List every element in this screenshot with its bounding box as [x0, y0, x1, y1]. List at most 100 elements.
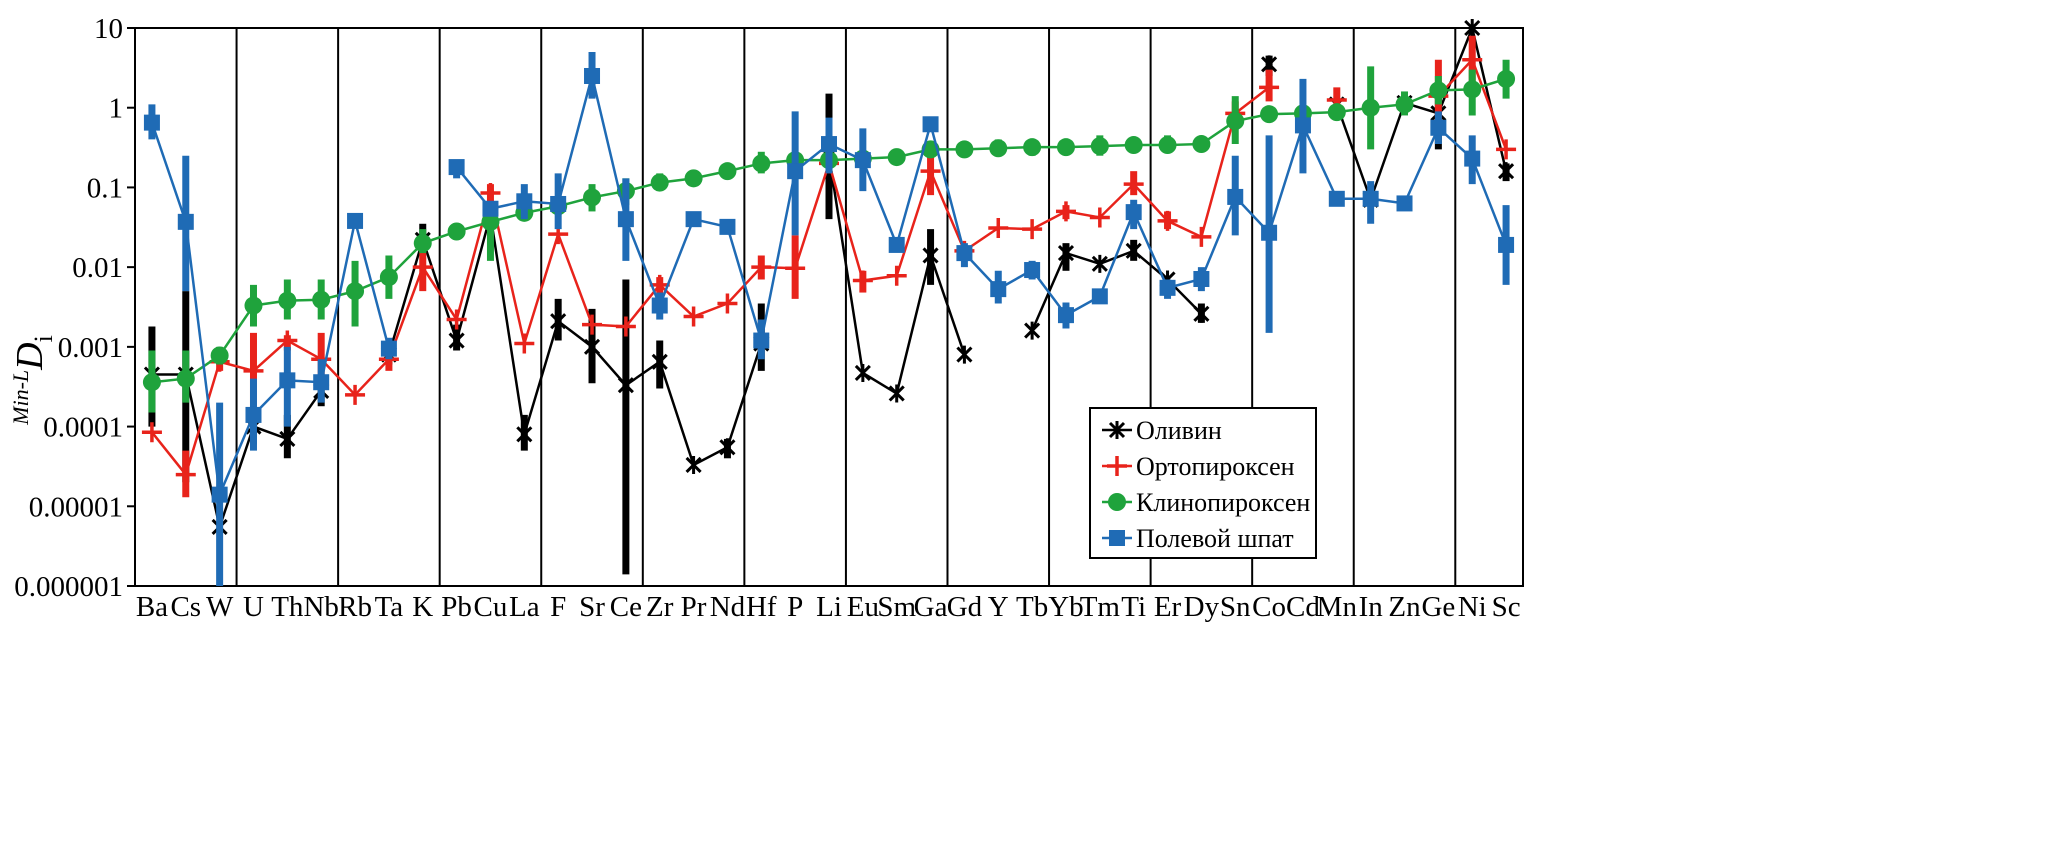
orthopyroxene-point-Tm	[1089, 207, 1110, 228]
orthopyroxene-point-Pb	[446, 309, 467, 330]
clinopyroxene-point-Y	[989, 139, 1008, 158]
clinopyroxene-point-In	[1361, 98, 1380, 117]
feldspar-point-Cs	[177, 213, 194, 230]
feldspar-point-Cu	[482, 200, 499, 217]
y-tick-label-3: 0.001	[58, 332, 123, 364]
feldspar-point-Eu	[854, 152, 871, 169]
olivine-point-Dy	[1193, 304, 1210, 323]
feldspar-point-Sc	[1498, 236, 1515, 253]
orthopyroxene-point-P	[785, 258, 806, 279]
x-tick-label-Ce: Ce	[610, 591, 642, 623]
x-tick-label-Ge: Ge	[1421, 591, 1455, 623]
x-tick-label-Sn: Sn	[1220, 591, 1251, 623]
feldspar-point-Th	[279, 372, 296, 389]
x-tick-label-Sm: Sm	[877, 591, 916, 623]
legend-entry-olivine: Оливин	[1102, 416, 1222, 445]
olivine-line-segment-5	[1335, 23, 1508, 204]
feldspar-point-Ta	[380, 340, 397, 357]
olivine-point-Yb	[1057, 244, 1075, 263]
legend-entry-clinopyroxene: Клинопироксен	[1102, 488, 1310, 517]
orthopyroxene-point-Eu	[852, 270, 873, 291]
feldspar-point-La	[516, 193, 533, 210]
feldspar-point-Yb	[1057, 307, 1074, 324]
y-axis-title-main: D	[9, 342, 51, 370]
y-tick-label-5: 0.1	[87, 172, 123, 204]
clinopyroxene-point-Zn	[1395, 95, 1414, 114]
olivine-point-Sc	[1498, 162, 1515, 181]
feldspar-point-Y	[990, 281, 1007, 298]
x-tick-label-Tb: Tb	[1016, 591, 1048, 623]
clinopyroxene-point-Mn	[1327, 103, 1346, 122]
orthopyroxene-point-Dy	[1191, 226, 1212, 247]
olivine-point-Ni	[1464, 19, 1481, 37]
feldspar-point-Sm	[888, 236, 905, 253]
feldspar-point-Sn	[1227, 188, 1244, 205]
olivine-point-Gd	[956, 345, 973, 364]
clinopyroxene-point-Nb	[312, 290, 331, 309]
x-tick-label-Cu: Cu	[474, 591, 508, 623]
legend: Оливин Ортопироксен Клинопироксен Полевой ш…	[1089, 407, 1317, 559]
clinopyroxene-point-Ni	[1463, 80, 1482, 99]
feldspar-point-Ga	[922, 116, 939, 133]
clinopyroxene-point-Yb	[1056, 138, 1075, 157]
x-tick-label-Zr: Zr	[646, 591, 674, 623]
x-tick-label-Ga: Ga	[914, 591, 948, 623]
olivine-point-Zr	[651, 352, 668, 371]
orthopyroxene-point-Hf	[751, 257, 772, 278]
x-tick-label-Hf: Hf	[746, 591, 777, 623]
clinopyroxene-point-Hf	[752, 154, 771, 173]
feldspar-point-W	[211, 486, 228, 503]
x-ticks: Ba Cs W U Th Nb Rb Ta K Pb Cu La F Sr Ce Zr Pr Nd Hf P Li EuS…	[136, 591, 1521, 623]
feldspar-point-U	[245, 406, 262, 423]
clinopyroxene-point-Co	[1260, 105, 1279, 124]
plot-frame	[134, 27, 1524, 587]
feldspar-point-Mn	[1328, 190, 1345, 207]
clinopyroxene-point-Pr	[684, 169, 703, 188]
x-tick-label-Dy: Dy	[1184, 591, 1220, 623]
clinopyroxene-point-Zr	[650, 173, 669, 192]
orthopyroxene-point-Cu	[480, 183, 501, 204]
clinopyroxene-point-Cs	[176, 369, 195, 388]
x-tick-label-Eu: Eu	[847, 591, 879, 623]
x-tick-label-K: K	[412, 591, 433, 623]
orthopyroxene-point-Sr	[582, 314, 603, 335]
feldspar-point-Ni	[1464, 150, 1481, 167]
legend-marker-feldspar	[1109, 530, 1125, 546]
y-tick-label-1: 0.00001	[29, 491, 123, 523]
orthopyroxene-point-Nd	[717, 293, 738, 314]
orthopyroxene-point-Ti	[1123, 174, 1144, 195]
y-tick-label-6: 1	[109, 93, 124, 125]
clinopyroxene-point-Ti	[1124, 136, 1143, 155]
feldspar-point-Nd	[719, 218, 736, 235]
legend-label-olivine: Оливин	[1136, 416, 1222, 445]
feldspar-point-Ge	[1430, 119, 1447, 136]
clinopyroxene-point-W	[210, 346, 229, 365]
legend-entry-feldspar: Полевой шпат	[1102, 524, 1294, 553]
y-axis-title-subscript: i	[29, 335, 58, 342]
x-tick-label-Pb: Pb	[441, 591, 472, 623]
x-tick-label-W: W	[206, 591, 234, 623]
x-tick-label-Zn: Zn	[1388, 591, 1421, 623]
orthopyroxene-point-Co	[1259, 77, 1280, 98]
orthopyroxene-point-Pr	[683, 306, 704, 327]
olivine-line-segment-3	[1030, 249, 1203, 332]
feldspar-point-Ba	[143, 114, 160, 131]
x-tick-label-Er: Er	[1154, 591, 1182, 623]
orthopyroxene-point-Ba	[141, 422, 162, 443]
legend-marker-clinopyroxene	[1108, 493, 1126, 511]
olivine-point-Nd	[719, 438, 736, 457]
x-tick-label-Sc: Sc	[1492, 591, 1521, 623]
x-tick-label-In: In	[1359, 591, 1384, 623]
x-tick-label-Nb: Nb	[303, 591, 338, 623]
x-tick-label-Nd: Nd	[710, 591, 746, 623]
x-tick-label-Tm: Tm	[1080, 591, 1121, 623]
feldspar-point-Rb	[347, 212, 364, 229]
olivine-point-Sr	[583, 337, 601, 356]
feldspar-point-Ce	[617, 211, 634, 228]
x-tick-label-Mn: Mn	[1317, 591, 1358, 623]
orthopyroxene-point-Sm	[886, 265, 907, 286]
olivine-point-Tm	[1091, 254, 1108, 273]
x-tick-label-Cd: Cd	[1286, 591, 1320, 623]
feldspar-point-Tb	[1024, 262, 1041, 279]
